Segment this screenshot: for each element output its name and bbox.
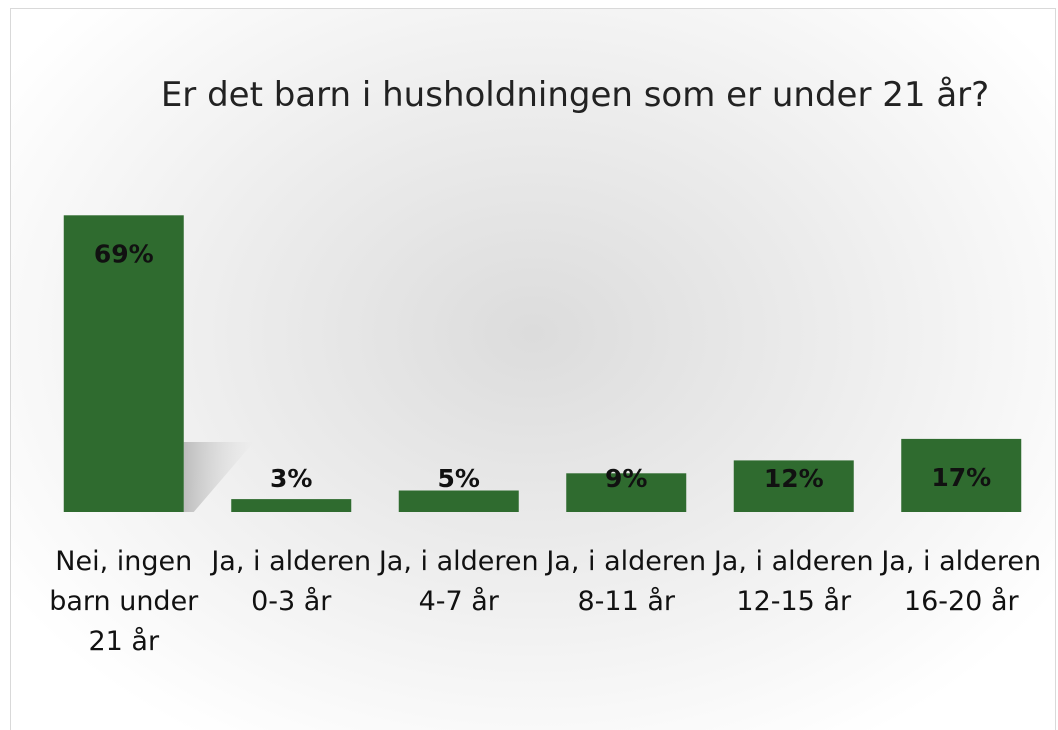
- bar: [63, 215, 184, 513]
- bar: [901, 438, 1022, 512]
- data-label: 12%: [764, 464, 824, 493]
- x-tick-label: Ja, i alderen 16-20 år: [881, 546, 1042, 617]
- x-tick-label: Nei, ingen barn under 21 år: [49, 546, 199, 657]
- bar: [733, 460, 854, 512]
- bar: [566, 473, 687, 512]
- bar-shadow: [183, 442, 254, 512]
- x-tick-label: Ja, i alderen 12-15 år: [713, 546, 874, 617]
- data-label: 5%: [438, 464, 480, 493]
- data-label: 3%: [270, 464, 312, 493]
- chart-area: [10, 8, 1056, 730]
- x-tick-label: Ja, i alderen 0-3 år: [211, 546, 372, 617]
- x-tick-label: Ja, i alderen 4-7 år: [378, 546, 539, 617]
- chart-title: Er det barn i husholdningen som er under…: [160, 75, 990, 115]
- bar: [231, 499, 352, 512]
- data-label: 9%: [605, 464, 647, 493]
- bar: [398, 490, 519, 512]
- x-tick-label: Ja, i alderen 8-11 år: [546, 546, 707, 617]
- data-label: 17%: [931, 463, 991, 492]
- data-label: 69%: [94, 239, 154, 268]
